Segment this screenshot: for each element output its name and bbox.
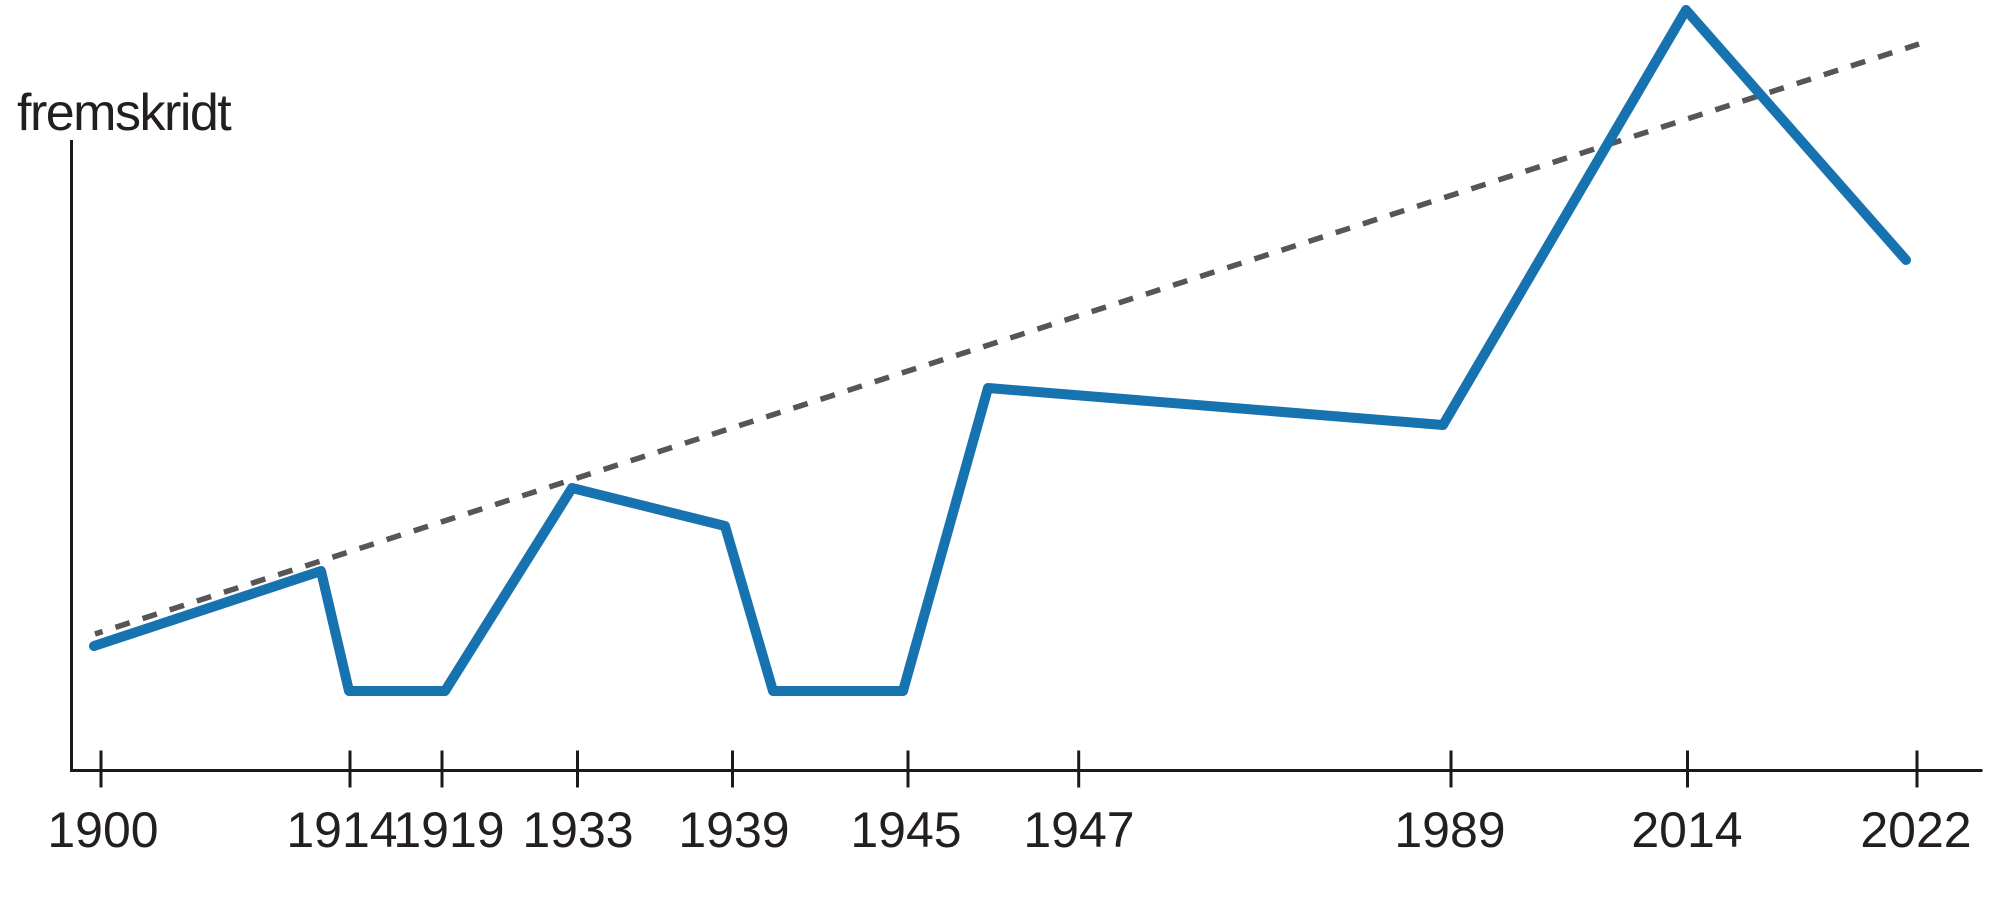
svg-text:fremskridt: fremskridt [17, 84, 232, 142]
svg-text:1900: 1900 [47, 802, 158, 858]
svg-text:1989: 1989 [1394, 802, 1505, 858]
svg-text:1947: 1947 [1023, 802, 1134, 858]
svg-text:1939: 1939 [678, 802, 789, 858]
svg-text:1914: 1914 [286, 802, 397, 858]
svg-text:1919: 1919 [393, 802, 504, 858]
svg-text:2014: 2014 [1631, 802, 1742, 858]
svg-text:2022: 2022 [1860, 802, 1971, 858]
svg-text:1945: 1945 [850, 802, 961, 858]
svg-text:1933: 1933 [522, 802, 633, 858]
